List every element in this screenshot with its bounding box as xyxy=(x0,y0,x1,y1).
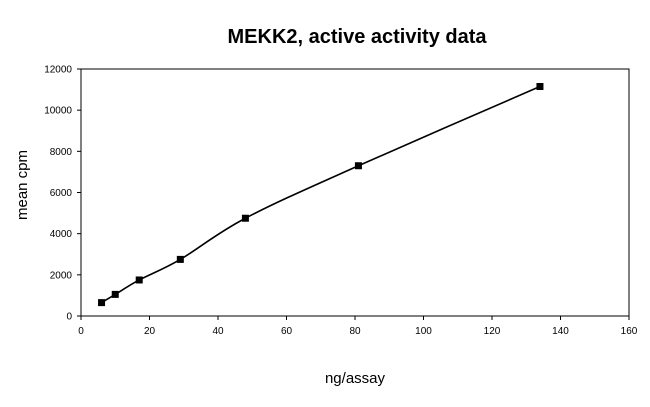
x-tick-label: 120 xyxy=(484,326,501,337)
data-point xyxy=(98,299,106,307)
y-tick-label: 6000 xyxy=(50,188,73,199)
data-point xyxy=(111,290,119,298)
x-tick-label: 60 xyxy=(281,326,293,337)
series-line xyxy=(101,85,541,304)
data-point xyxy=(354,162,362,170)
y-tick-label: 0 xyxy=(66,312,72,323)
y-tick-label: 2000 xyxy=(50,270,73,281)
x-tick-label: 160 xyxy=(621,326,638,337)
y-tick-label: 10000 xyxy=(44,106,72,117)
data-point xyxy=(241,214,249,222)
x-axis-label: ng/assay xyxy=(325,370,386,387)
data-point xyxy=(536,82,544,90)
y-axis-ticks: 0 2000 4000 6000 8000 10000 12000 xyxy=(44,65,81,323)
y-tick-label: 4000 xyxy=(50,229,73,240)
x-tick-label: 140 xyxy=(552,326,569,337)
x-tick-label: 100 xyxy=(415,326,432,337)
y-axis-label: mean cpm xyxy=(14,150,31,220)
x-tick-label: 20 xyxy=(144,326,156,337)
plot-area xyxy=(80,68,630,317)
x-tick-label: 40 xyxy=(212,326,224,337)
y-tick-label: 12000 xyxy=(44,65,72,76)
chart-title: MEKK2, active activity data xyxy=(228,26,488,48)
y-tick-label: 8000 xyxy=(50,147,73,158)
x-tick-label: 80 xyxy=(349,326,361,337)
data-points xyxy=(98,82,544,307)
data-point xyxy=(176,255,184,263)
data-point xyxy=(135,276,143,284)
x-tick-label: 0 xyxy=(78,326,84,337)
x-axis-ticks: 0 20 40 60 80 100 120 140 160 xyxy=(78,316,638,337)
